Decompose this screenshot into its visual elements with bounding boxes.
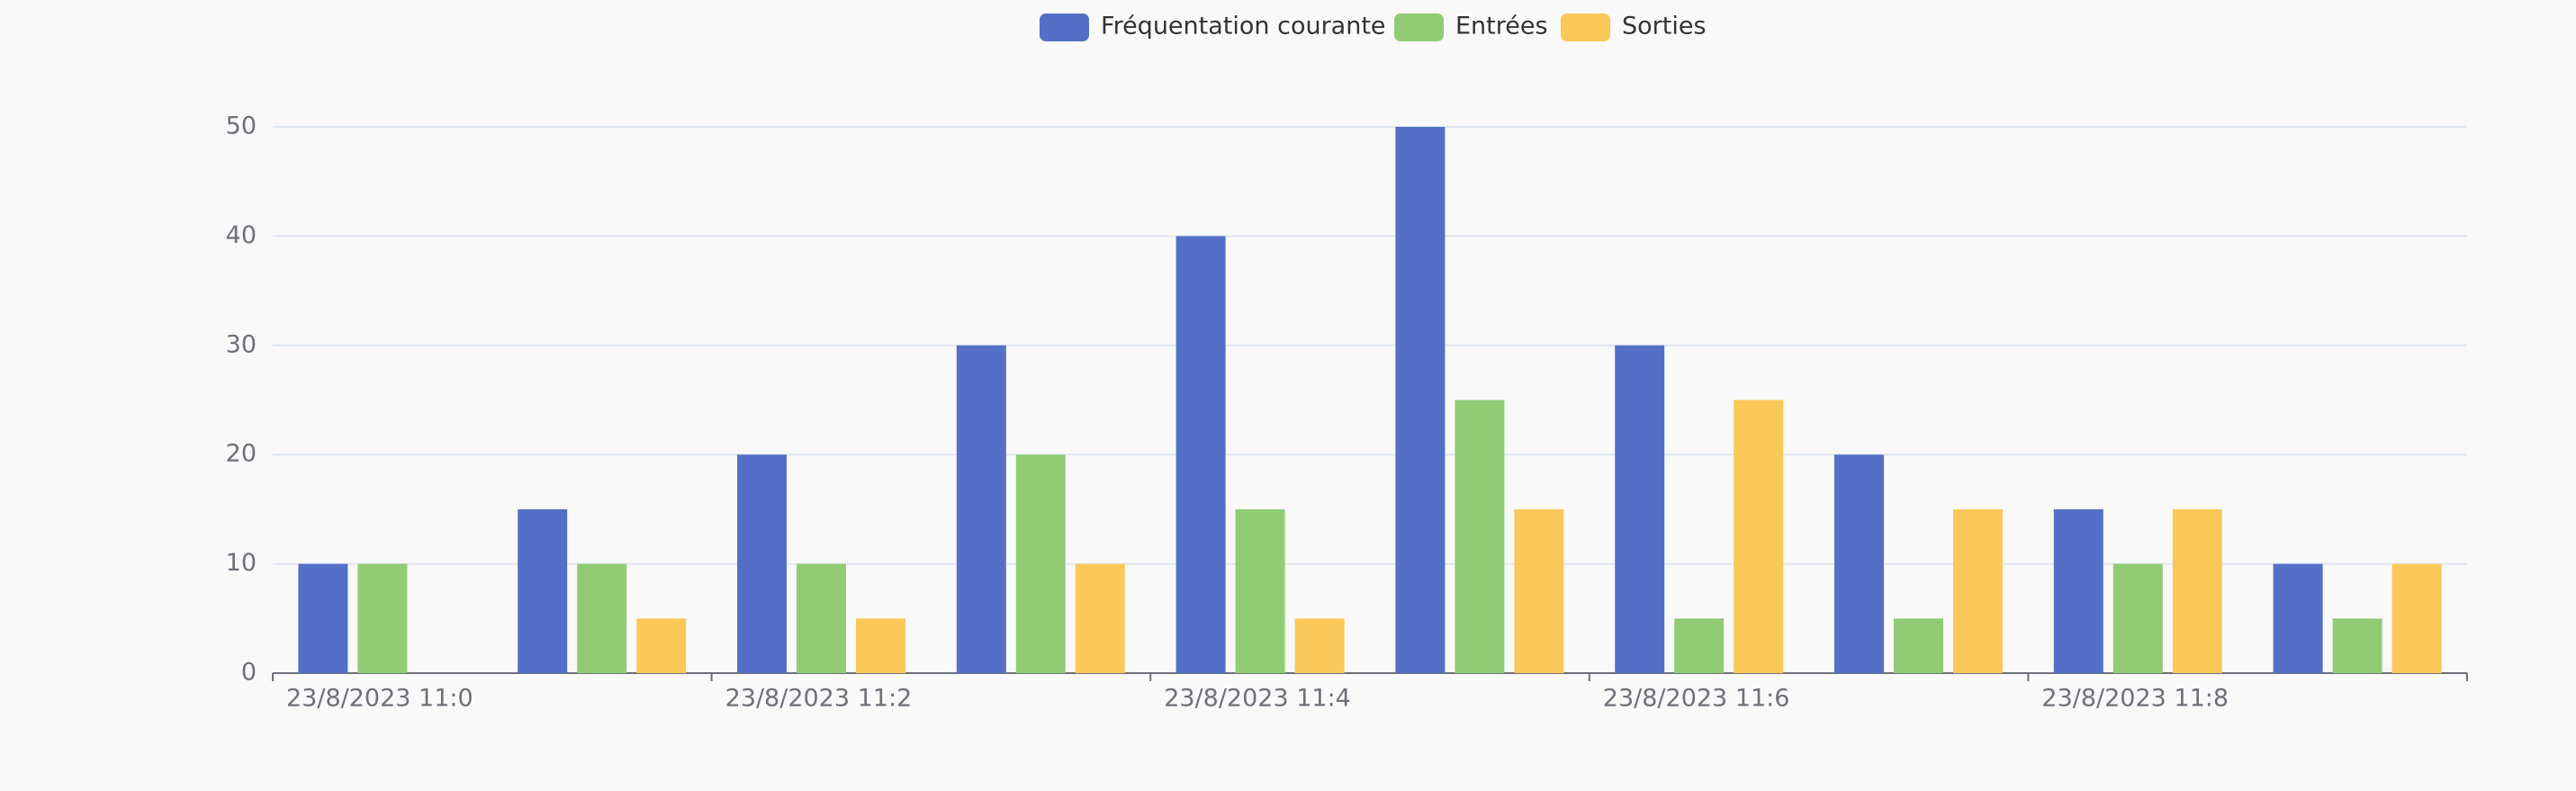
bar (1235, 508, 1285, 673)
y-tick-label: 20 (226, 440, 257, 468)
legend-text: Sorties (1622, 13, 1707, 40)
bar (518, 508, 568, 673)
bar (737, 454, 787, 673)
bar (2053, 508, 2103, 673)
legend-text: Fréquentation courante (1101, 13, 1386, 40)
bar (797, 563, 846, 673)
legend-swatch (1561, 13, 1610, 41)
bar (2112, 563, 2163, 673)
legend-text: Entrées (1455, 13, 1548, 40)
bar (636, 618, 687, 673)
bar (1834, 454, 1884, 673)
y-tick-label: 40 (226, 221, 257, 249)
bar (2332, 618, 2382, 673)
bar (357, 563, 408, 673)
bar (1175, 236, 1226, 673)
bar (298, 563, 348, 673)
bar (2391, 563, 2442, 673)
bar (1294, 618, 1345, 673)
bar (1015, 454, 1066, 673)
bar (1674, 618, 1725, 673)
y-tick-label: 0 (241, 659, 257, 687)
bar (1734, 400, 1784, 673)
legend-swatch (1040, 13, 1089, 41)
bar (1075, 563, 1125, 673)
bar (1455, 400, 1505, 673)
bar (1615, 345, 1665, 673)
y-tick-label: 50 (226, 112, 257, 140)
bar (1953, 508, 2003, 673)
bar (2273, 563, 2323, 673)
bar (856, 618, 905, 673)
x-tick-label: 23/8/2023 11:2 (725, 685, 913, 713)
bar (956, 345, 1006, 673)
x-tick-label: 23/8/2023 11:6 (1603, 685, 1790, 713)
x-tick-label: 23/8/2023 11:8 (2041, 685, 2229, 713)
y-tick-label: 10 (226, 549, 257, 577)
bar (1514, 508, 1564, 673)
bar (577, 563, 627, 673)
bar (1395, 127, 1446, 673)
bar (1894, 618, 1943, 673)
bar (2172, 508, 2222, 673)
x-tick-label: 23/8/2023 11:4 (1164, 685, 1351, 713)
y-tick-label: 30 (226, 330, 257, 358)
legend-swatch (1394, 13, 1444, 41)
x-tick-label: 23/8/2023 11:0 (286, 685, 473, 713)
